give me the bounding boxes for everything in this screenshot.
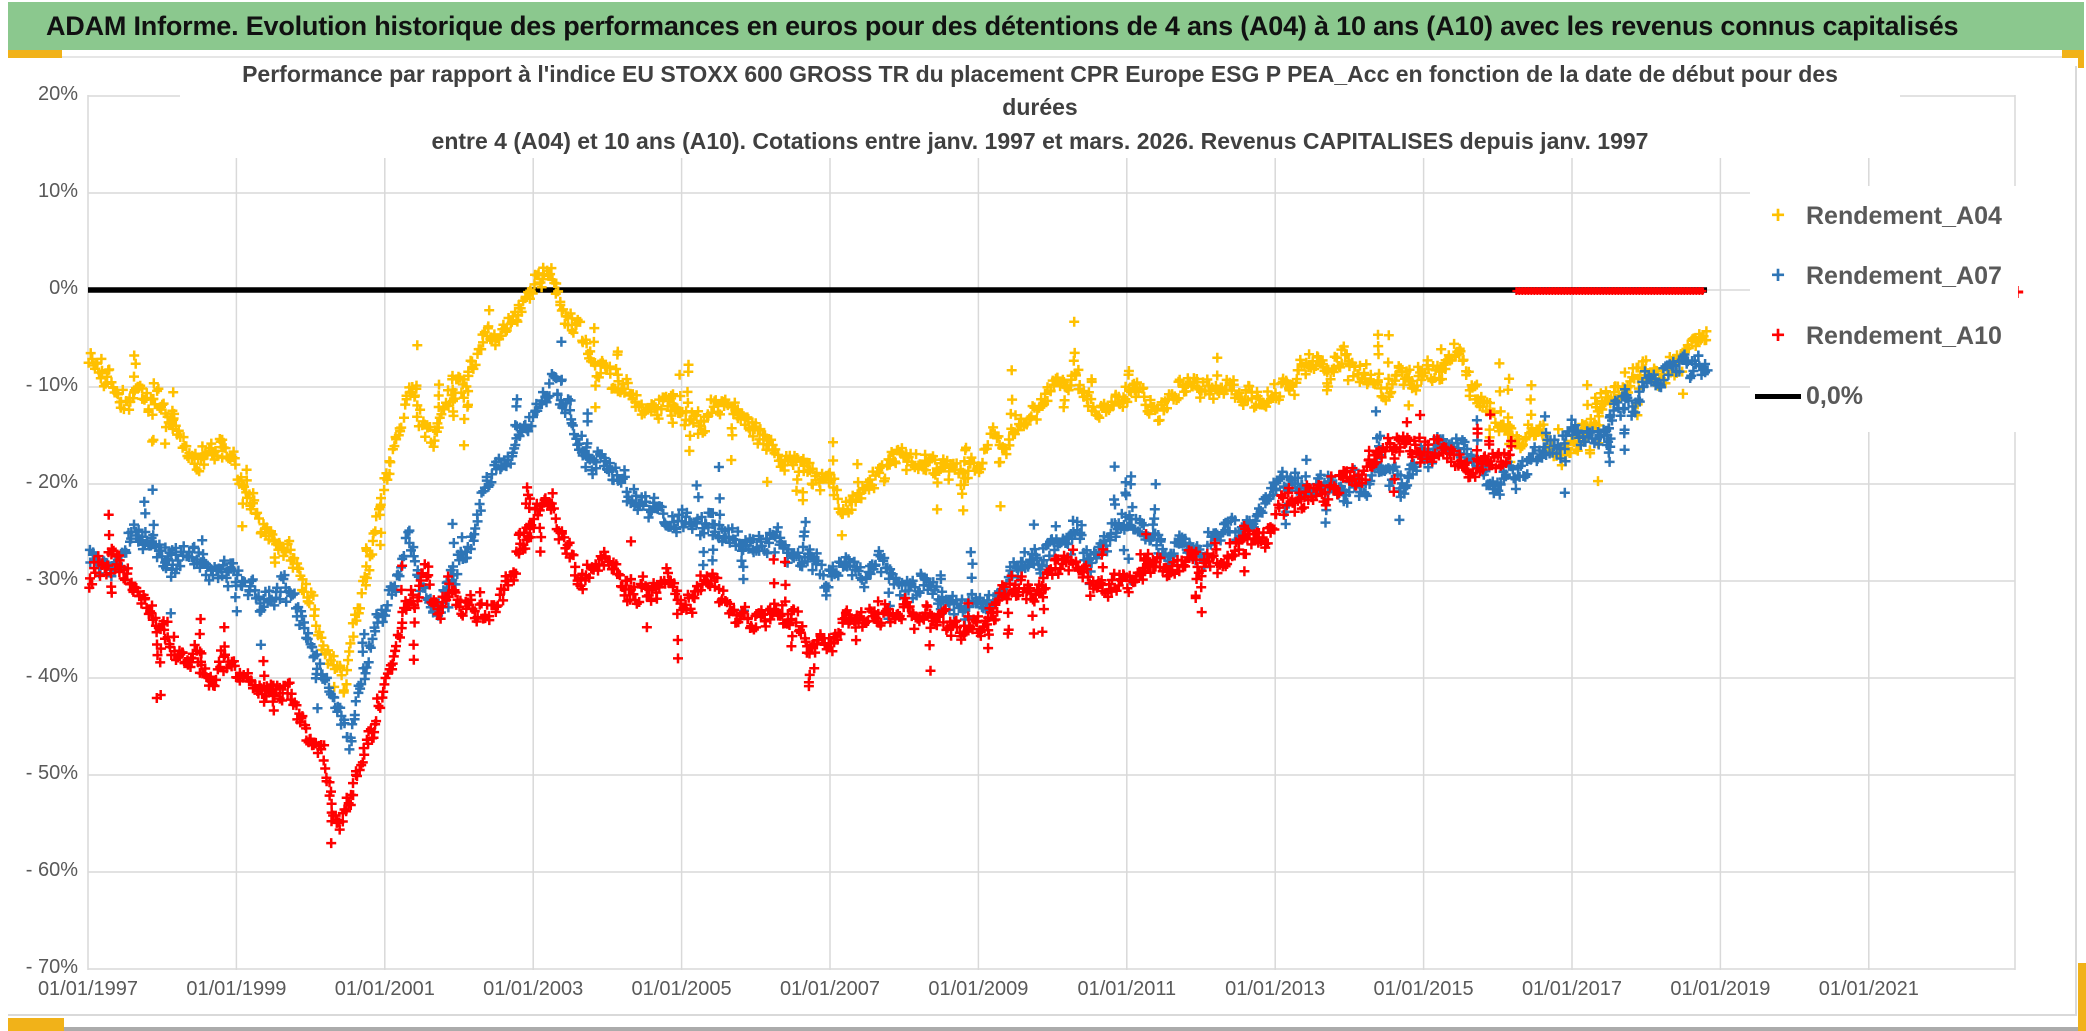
- legend-item-zero-line: 0,0%: [1750, 366, 2018, 426]
- y-tick-label: 20%: [37, 83, 78, 105]
- x-tick-label: 01/01/2017: [1521, 978, 1623, 1000]
- x-tick-label: 01/01/2015: [1373, 978, 1474, 1000]
- chart-title-line2: durées: [1002, 94, 1078, 121]
- legend-label: Rendement_A04: [1806, 201, 2002, 230]
- x-tick-label: 01/01/2019: [1670, 978, 1771, 1000]
- accent-top-right-v: [2078, 50, 2084, 68]
- accent-bottom-right: [2078, 963, 2086, 1031]
- legend-item-rendement-a04: + Rendement_A04: [1750, 186, 2018, 246]
- y-tick-label: - 40%: [25, 665, 78, 687]
- x-tick-label: 01/01/2001: [334, 978, 435, 1000]
- chart-title: Performance par rapport à l'indice EU ST…: [180, 58, 1900, 159]
- chart-title-line3: entre 4 (A04) et 10 ans (A10). Cotations…: [431, 127, 1649, 154]
- zero-line-sample-icon: [1755, 393, 1801, 399]
- y-tick-label: - 30%: [25, 568, 78, 590]
- accent-bottom-left: [8, 1018, 64, 1031]
- plus-marker-icon: +: [1770, 262, 1785, 289]
- plus-marker-icon: +: [1770, 202, 1785, 229]
- page-title: ADAM Informe. Evolution historique des p…: [8, 2, 2084, 50]
- y-tick-label: 10%: [37, 180, 78, 202]
- accent-top-left: [8, 50, 62, 58]
- x-tick-label: 01/01/1999: [186, 978, 287, 1000]
- plus-marker-icon: +: [1770, 322, 1785, 349]
- frame-right-border: [2075, 66, 2077, 1016]
- x-tick-label: 01/01/1997: [37, 978, 139, 1000]
- x-tick-label: 01/01/2003: [483, 978, 584, 1000]
- y-tick-label: - 10%: [25, 374, 78, 396]
- legend-label: Rendement_A10: [1806, 321, 2002, 350]
- y-tick-label: - 70%: [25, 956, 78, 978]
- legend-item-rendement-a10: + Rendement_A10: [1750, 306, 2018, 366]
- x-tick-label: 01/01/2009: [928, 978, 1029, 1000]
- legend-label: Rendement_A07: [1806, 261, 2002, 290]
- legend-label: 0,0%: [1806, 381, 1863, 410]
- x-tick-label: 01/01/2005: [631, 978, 732, 1000]
- y-tick-label: - 20%: [25, 471, 78, 493]
- frame-bottom-border: [8, 1014, 2076, 1016]
- y-tick-label: - 50%: [25, 762, 78, 784]
- x-tick-label: 01/01/2021: [1818, 978, 1919, 1000]
- bottom-strip: [62, 1027, 2078, 1031]
- x-tick-label: 01/01/2007: [779, 978, 881, 1000]
- legend-item-rendement-a07: + Rendement_A07: [1750, 246, 2018, 306]
- x-tick-label: 01/01/2013: [1225, 978, 1326, 1000]
- y-tick-label: 0%: [49, 277, 78, 299]
- accent-top-right-h: [2062, 50, 2084, 58]
- legend: + Rendement_A04 + Rendement_A07 + Rendem…: [1750, 186, 2018, 432]
- chart-title-line1: Performance par rapport à l'indice EU ST…: [242, 61, 1838, 87]
- x-tick-label: 01/01/2011: [1077, 978, 1177, 1000]
- header-underline: [8, 56, 2076, 58]
- y-tick-label: - 60%: [25, 859, 78, 881]
- chart-canvas: Performance par rapport à l'indice EU ST…: [0, 50, 2086, 1031]
